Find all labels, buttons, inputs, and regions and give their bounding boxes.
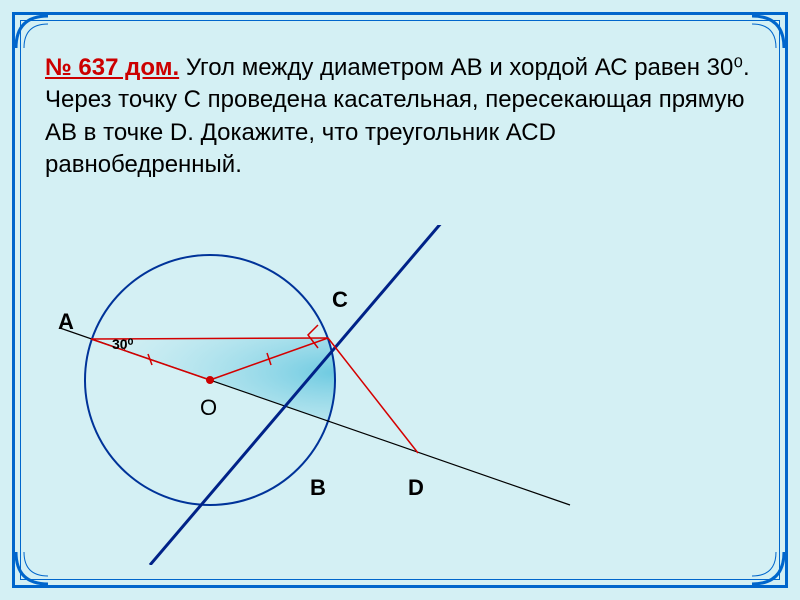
diagram-svg — [50, 225, 750, 565]
problem-number: № 637 дом. — [45, 54, 179, 81]
label-a: А — [58, 309, 74, 335]
slide: № 637 дом. Угол между диаметром АВ и хор… — [0, 0, 800, 600]
problem-text: № 637 дом. Угол между диаметром АВ и хор… — [45, 52, 755, 182]
label-d: D — [408, 475, 424, 501]
label-b: В — [310, 475, 326, 501]
diagram: А С О В D 30⁰ — [50, 225, 750, 565]
label-c: С — [332, 287, 348, 313]
label-angle30: 30⁰ — [112, 336, 133, 353]
segment-cd — [328, 338, 418, 453]
label-o: О — [200, 395, 217, 421]
center-dot — [206, 376, 214, 384]
